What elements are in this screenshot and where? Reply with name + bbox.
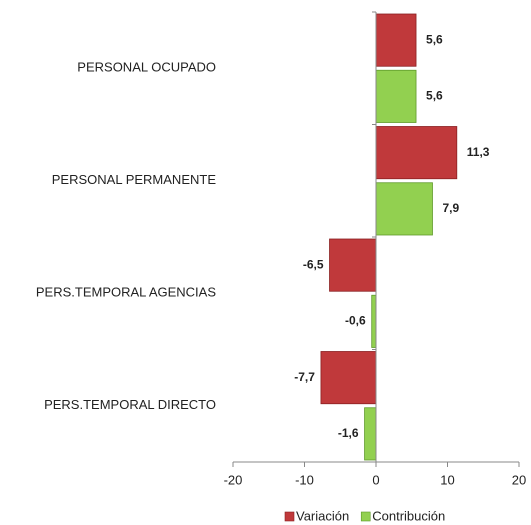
legend-label: Contribución xyxy=(372,508,445,523)
legend-label: Variación xyxy=(296,508,349,523)
legend-swatch xyxy=(360,511,371,522)
value-label: -0,6 xyxy=(345,314,366,328)
value-label: -7,7 xyxy=(294,370,315,384)
x-tick-label: -10 xyxy=(295,472,314,487)
bar xyxy=(320,351,377,405)
value-label: -6,5 xyxy=(303,257,324,271)
bar xyxy=(375,182,433,236)
value-label: 5,6 xyxy=(426,32,443,46)
value-label: 11,3 xyxy=(467,145,490,159)
bar xyxy=(375,69,417,123)
x-tick-label: -20 xyxy=(224,472,243,487)
category-label: PERSONAL PERMANENTE xyxy=(52,172,217,187)
bar xyxy=(329,238,377,292)
bar xyxy=(371,294,377,348)
x-tick-label: 0 xyxy=(372,472,379,487)
category-label: PERS.TEMPORAL DIRECTO xyxy=(44,397,216,412)
x-tick-label: 10 xyxy=(440,472,454,487)
category-label: PERSONAL OCUPADO xyxy=(77,60,216,75)
category-label: PERS.TEMPORAL AGENCIAS xyxy=(36,285,216,300)
bar xyxy=(375,13,417,67)
x-tick-label: 20 xyxy=(512,472,526,487)
legend-swatch xyxy=(284,511,295,522)
value-label: -1,6 xyxy=(338,426,359,440)
value-label: 7,9 xyxy=(442,201,459,215)
value-label: 5,6 xyxy=(426,89,443,103)
bar xyxy=(375,126,458,180)
bar xyxy=(364,407,377,461)
